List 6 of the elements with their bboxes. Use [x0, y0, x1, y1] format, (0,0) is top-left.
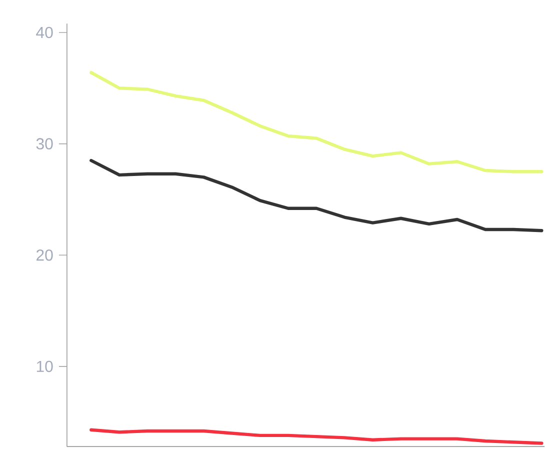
line-series: [90, 158, 544, 232]
y-tick-label: 20: [36, 249, 53, 261]
y-tick-label: 30: [36, 138, 53, 150]
y-tick-label: 40: [36, 26, 53, 38]
y-tick-label: 10: [36, 360, 53, 372]
line-series: [90, 70, 544, 174]
